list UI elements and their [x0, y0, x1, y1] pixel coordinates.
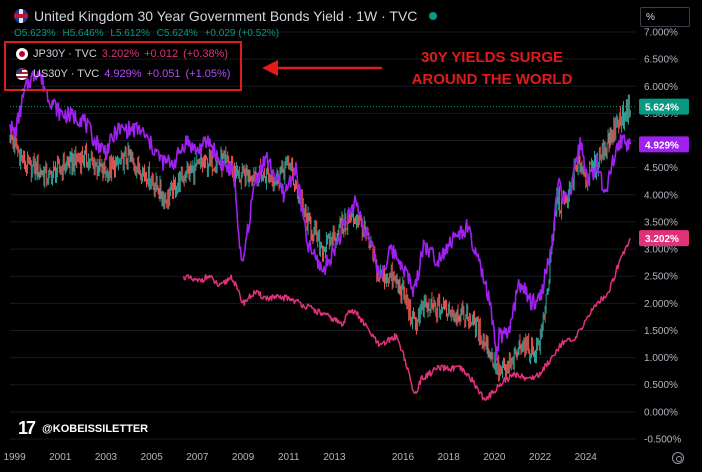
legend-highlight-box: JP30Y · TVC 3.202% +0.012 (+0.38%) US30Y…	[4, 41, 242, 91]
watermark-handle: @KOBEISSILETTER	[42, 422, 149, 435]
legend-value: 4.929%	[104, 68, 142, 80]
y-tick-label: 7.000%	[644, 28, 678, 39]
legend-item-us30y[interactable]: US30Y · TVC 4.929% +0.051 (+1.05%)	[16, 68, 230, 80]
y-tick-label: 2.500%	[644, 272, 678, 283]
y-tick-label: 3.500%	[644, 217, 678, 228]
legend-change: +0.012	[144, 48, 179, 60]
y-tick-label: 0.000%	[644, 407, 678, 418]
jp30y-line	[182, 237, 631, 401]
market-status-icon	[429, 12, 438, 20]
x-tick-label: 2022	[529, 452, 552, 463]
last-value-label: 5.624%	[645, 103, 679, 114]
chart-header: United Kingdom 30 Year Government Bonds …	[14, 8, 438, 24]
x-tick-label: 2005	[141, 452, 164, 463]
last-value-badge	[639, 136, 689, 153]
annotation-arrow	[262, 60, 382, 76]
last-value-labels: 5.624% 4.929% 3.202%	[639, 98, 689, 247]
y-tick-label: 6.500%	[644, 55, 678, 66]
uk-flag-icon	[14, 9, 28, 23]
last-value-badge	[639, 98, 689, 115]
ohlc-readout: O5.623% H5.646% L5.612% C5.624% +0.029 (…	[14, 28, 283, 39]
legend-change: +0.051	[146, 68, 181, 80]
us-flag-icon	[16, 68, 28, 80]
last-value-badge	[639, 230, 689, 247]
y-tick-label: 4.000%	[644, 190, 678, 201]
legend-value: 3.202%	[101, 48, 140, 60]
ohlc-low: L5.612%	[110, 28, 150, 39]
last-value-label: 3.202%	[645, 234, 679, 245]
y-axis[interactable]: -0.500% 0.000% 0.500% 1.000% 1.500% 2.000% 2.5…	[644, 28, 681, 446]
annotation-line-1: 30Y YIELDS SURGE	[420, 49, 563, 66]
last-value-label: 4.929%	[645, 140, 679, 151]
x-tick-label: 2007	[186, 452, 209, 463]
x-tick-label: 2018	[438, 452, 461, 463]
y-tick-label: 6.000%	[644, 82, 678, 93]
x-tick-label: 2009	[232, 452, 255, 463]
jp30y-series	[182, 237, 631, 401]
y-tick-label: 1.500%	[644, 326, 678, 337]
x-axis[interactable]: 1999 2001 2003 2005 2007 2009 2011 2013 2016 2018…	[3, 452, 597, 463]
tradingview-logo-icon: 17	[18, 418, 36, 438]
uk30y-candles	[9, 94, 631, 383]
ohlc-high: H5.646%	[62, 28, 104, 39]
jp-flag-icon	[16, 48, 28, 60]
x-tick-label: 2016	[392, 452, 415, 463]
x-tick-label: 2011	[278, 452, 300, 463]
settings-gear-icon[interactable]	[672, 452, 684, 464]
legend-symbol: JP30Y · TVC	[33, 48, 97, 60]
ohlc-open: O5.623%	[14, 28, 56, 39]
watermark: 17 @KOBEISSILETTER	[18, 418, 148, 439]
legend-change-pct: (+0.38%)	[183, 48, 229, 60]
legend-change-pct: (+1.05%)	[185, 68, 231, 80]
y-tick-label: 2.000%	[644, 299, 678, 310]
unit-selector[interactable]: %	[640, 7, 690, 27]
x-tick-label: 2001	[49, 452, 72, 463]
annotation-text: 30Y YIELDS SURGE AROUND THE WORLD	[394, 47, 590, 91]
x-tick-label: 2024	[575, 452, 598, 463]
annotation-line-2: AROUND THE WORLD	[411, 71, 573, 88]
y-tick-label: 3.000%	[644, 245, 678, 256]
x-tick-label: 2013	[323, 452, 346, 463]
y-tick-label: -0.500%	[644, 435, 681, 446]
grid-lines	[10, 31, 636, 440]
chart-title: United Kingdom 30 Year Government Bonds …	[34, 8, 418, 24]
x-tick-label: 2003	[95, 452, 118, 463]
legend-item-jp30y[interactable]: JP30Y · TVC 3.202% +0.012 (+0.38%)	[16, 48, 228, 60]
us30y-line	[9, 70, 632, 361]
us30y-series	[9, 70, 632, 361]
x-tick-label: 2020	[483, 452, 506, 463]
collapse-arrow-icon[interactable]: ⌃	[19, 88, 28, 99]
ohlc-change: +0.029 (+0.52%)	[204, 28, 280, 39]
y-tick-label: 1.000%	[644, 353, 678, 364]
legend-symbol: US30Y · TVC	[33, 68, 100, 80]
y-tick-label: 0.500%	[644, 380, 678, 391]
x-tick-label: 1999	[3, 452, 26, 463]
ohlc-close: C5.624%	[156, 28, 198, 39]
y-tick-label: 4.500%	[644, 163, 678, 174]
